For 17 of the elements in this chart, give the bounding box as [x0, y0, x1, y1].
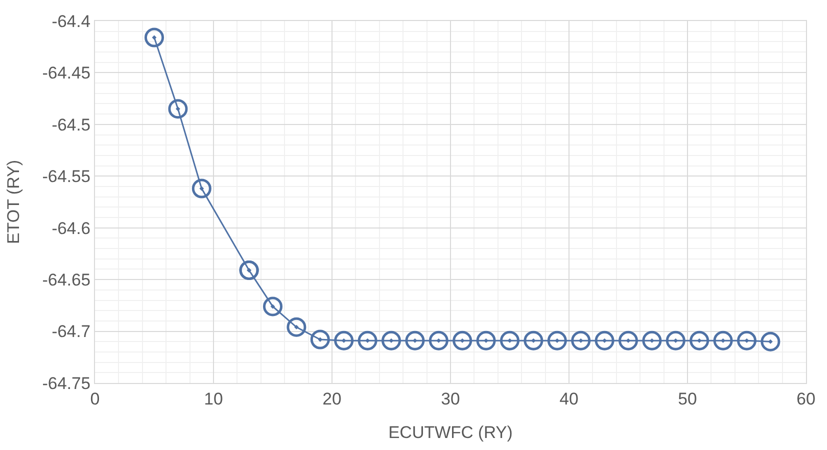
x-tick-label: 40	[560, 390, 578, 409]
y-axis-title: ETOT (RY)	[4, 160, 23, 244]
x-tick-label: 0	[90, 390, 100, 409]
y-tick-label: -64.65	[42, 270, 90, 290]
x-tick-label: 60	[796, 390, 816, 409]
y-tick-label: -64.7	[52, 322, 90, 342]
x-tick-label: 10	[204, 390, 223, 409]
x-tick-label: 50	[678, 390, 697, 409]
x-tick-label: 30	[441, 390, 460, 409]
y-tick-label: -64.5	[52, 115, 90, 134]
y-tick-label: -64.4	[52, 12, 90, 31]
y-tick-label: -64.45	[42, 64, 90, 83]
y-tick-label: -64.6	[52, 218, 90, 238]
y-tick-label: -64.75	[42, 374, 90, 393]
x-tick-label: 20	[322, 390, 342, 409]
x-axis-title: ECUTWFC (RY)	[388, 422, 513, 442]
y-tick-label: -64.55	[42, 167, 90, 186]
